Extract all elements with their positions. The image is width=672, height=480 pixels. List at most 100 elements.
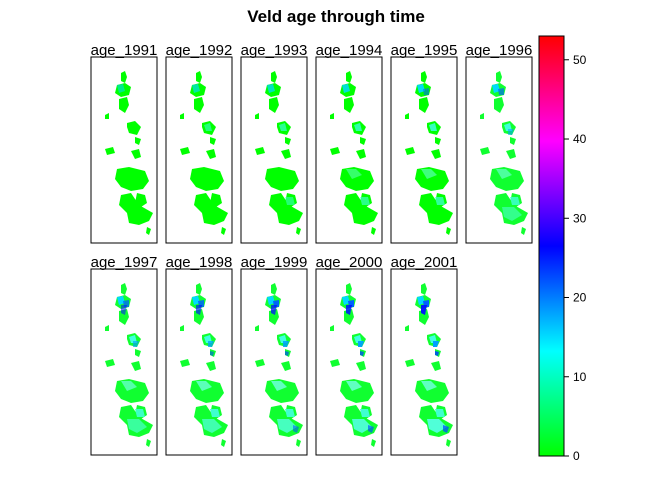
older-veld-patch [346, 381, 362, 391]
older-veld-patch [192, 84, 200, 93]
map-panel: age_1999 [240, 254, 308, 456]
veld-region [206, 149, 216, 159]
older-veld-patch [346, 305, 352, 315]
map-panel: age_1994 [315, 42, 383, 244]
veld-region [194, 193, 228, 225]
map-panel: age_2001 [390, 254, 458, 456]
older-veld-patch [192, 296, 200, 305]
veld-region [371, 227, 376, 235]
veld-region [405, 147, 415, 155]
map-panel: age_1991 [90, 42, 158, 244]
older-veld-patch [342, 84, 350, 93]
legend-tick-label: 0 [573, 449, 580, 463]
legend-tick-label: 40 [573, 132, 587, 146]
panel-frame [240, 56, 308, 244]
veld-region [346, 71, 352, 83]
veld-region [344, 193, 378, 225]
veld-region [221, 227, 226, 235]
veld-region [281, 361, 291, 371]
veld-region [146, 439, 151, 447]
veld-region [255, 325, 259, 331]
panel-title: age_1994 [316, 42, 383, 59]
older-veld-patch [279, 123, 287, 131]
map-panel: age_1995 [390, 42, 458, 244]
older-veld-patch [277, 419, 297, 433]
veld-region [180, 325, 184, 331]
panel-title: age_1993 [241, 42, 308, 59]
panel-title: age_1992 [166, 42, 233, 59]
veld-region [131, 361, 141, 371]
legend-tick-label: 20 [573, 291, 587, 305]
older-veld-patch [285, 351, 289, 356]
older-veld-patch [417, 84, 425, 93]
veld-region [121, 71, 127, 83]
veld-region [255, 147, 265, 155]
chart-title: Veld age through time [247, 7, 425, 26]
veld-region [269, 193, 303, 225]
older-veld-patch [346, 169, 362, 179]
veld-region [521, 227, 526, 235]
veld-region [135, 137, 141, 145]
older-veld-patch [352, 419, 372, 433]
veld-region [435, 137, 441, 145]
older-veld-patch [293, 425, 299, 433]
veld-region [330, 113, 334, 119]
veld-region [296, 439, 301, 447]
panel-frame [465, 56, 533, 244]
older-veld-patch [421, 381, 437, 391]
veld-region [446, 439, 451, 447]
older-veld-patch [135, 409, 145, 417]
panel-frame [390, 268, 458, 456]
older-veld-patch [360, 351, 364, 356]
veld-region [105, 325, 109, 331]
veld-region [265, 167, 299, 191]
veld-region [255, 359, 265, 367]
panel-frame [240, 268, 308, 456]
legend-tick-label: 50 [573, 53, 587, 67]
panel-title: age_1991 [91, 42, 158, 59]
older-veld-patch [443, 425, 449, 433]
older-veld-patch [267, 84, 275, 93]
older-veld-patch [196, 381, 212, 391]
veld-region [255, 113, 259, 119]
older-veld-patch [210, 409, 220, 417]
older-veld-patch [498, 88, 504, 95]
veld-region [115, 167, 149, 191]
map-panel: age_1998 [165, 254, 233, 456]
older-veld-patch [271, 381, 287, 391]
veld-region [121, 283, 127, 295]
panel-frame [90, 268, 158, 456]
older-veld-patch [117, 84, 125, 93]
veld-region [281, 149, 291, 159]
panel-frame [165, 56, 233, 244]
veld-region [269, 97, 279, 113]
veld-region [405, 325, 409, 331]
legend-tick-label: 30 [573, 211, 587, 225]
older-veld-patch [435, 409, 445, 417]
older-veld-patch [496, 169, 512, 179]
older-veld-patch [435, 197, 445, 205]
veld-region [405, 113, 409, 119]
veld-region [206, 361, 216, 371]
older-veld-patch [196, 305, 202, 315]
panel-frame [390, 56, 458, 244]
veld-region [180, 113, 184, 119]
older-veld-patch [342, 296, 350, 305]
veld-region [344, 97, 354, 113]
veld-region [330, 359, 340, 367]
veld-region [221, 439, 226, 447]
panel-title: age_2000 [316, 254, 383, 271]
panel-title: age_2001 [391, 254, 458, 271]
older-veld-patch [433, 341, 439, 347]
panel-title: age_1997 [91, 254, 158, 271]
veld-region [146, 227, 151, 235]
older-veld-patch [502, 207, 522, 221]
panel-title: age_1995 [391, 42, 458, 59]
veld-region [119, 97, 129, 113]
panel-frame [165, 268, 233, 456]
older-veld-patch [360, 197, 370, 205]
veld-region [480, 113, 484, 119]
legend-tick-label: 10 [573, 370, 587, 384]
older-veld-patch [423, 88, 429, 95]
map-panels: age_1991 age_1992 age_1993 age_1994 age_1995… [90, 42, 533, 456]
